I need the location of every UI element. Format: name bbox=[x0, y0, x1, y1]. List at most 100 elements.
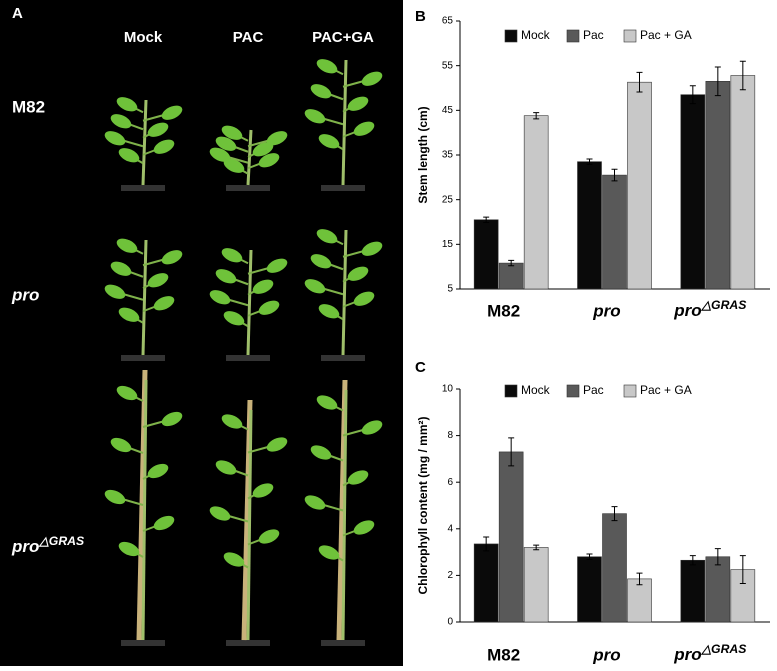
leaf bbox=[153, 515, 175, 531]
x-tick-label: pro bbox=[592, 645, 620, 664]
pot bbox=[321, 355, 365, 361]
leaf bbox=[110, 261, 132, 276]
bar bbox=[627, 81, 652, 290]
panel-label: C bbox=[415, 359, 426, 376]
leaf bbox=[316, 59, 338, 74]
leaf bbox=[347, 96, 369, 111]
bar bbox=[523, 547, 549, 623]
error-bar bbox=[483, 216, 490, 223]
leaf bbox=[347, 470, 369, 485]
legend-swatch bbox=[566, 384, 580, 398]
legend-label: Pac bbox=[583, 28, 604, 42]
leaf bbox=[161, 250, 183, 265]
error-bar bbox=[611, 168, 618, 182]
leaf bbox=[153, 139, 175, 154]
y-tick-label: 35 bbox=[442, 150, 454, 161]
bar bbox=[680, 94, 706, 290]
error-bar bbox=[689, 85, 696, 105]
leaf bbox=[161, 105, 183, 120]
leaf bbox=[161, 411, 183, 427]
leaf bbox=[318, 304, 340, 319]
leaf bbox=[258, 153, 280, 168]
bar bbox=[680, 559, 706, 623]
pot bbox=[226, 640, 270, 646]
column-header: Mock bbox=[124, 29, 163, 46]
error-bar bbox=[533, 544, 540, 551]
y-tick-label: 2 bbox=[447, 570, 453, 581]
error-bar bbox=[636, 572, 643, 586]
leaf bbox=[104, 284, 126, 299]
error-bar bbox=[533, 112, 540, 120]
leaf bbox=[118, 148, 140, 163]
bar bbox=[577, 161, 602, 290]
stem bbox=[246, 249, 253, 356]
stake bbox=[241, 399, 253, 641]
y-tick-label: 8 bbox=[447, 430, 453, 441]
bar bbox=[498, 451, 524, 623]
leaf bbox=[304, 109, 326, 124]
row-label: pro bbox=[11, 285, 39, 304]
leaf bbox=[304, 495, 326, 510]
x-tick-label: pro bbox=[592, 301, 620, 320]
bar bbox=[602, 513, 627, 623]
bar bbox=[705, 556, 731, 623]
pot bbox=[121, 355, 165, 361]
leaf bbox=[110, 114, 132, 129]
bar bbox=[705, 81, 731, 290]
bar bbox=[602, 174, 627, 290]
error-bar bbox=[636, 71, 643, 93]
y-tick-label: 15 bbox=[442, 239, 454, 250]
leaf bbox=[361, 420, 383, 435]
leaf bbox=[116, 238, 138, 253]
legend-label: Pac + GA bbox=[640, 28, 692, 42]
bar bbox=[498, 262, 524, 290]
x-tick-label: pro△GRAS bbox=[673, 298, 747, 320]
y-tick-label: 45 bbox=[442, 105, 454, 116]
y-tick-label: 25 bbox=[442, 194, 454, 205]
error-bar bbox=[739, 60, 746, 91]
legend-label: Pac bbox=[583, 383, 604, 397]
y-tick-label: 4 bbox=[447, 523, 453, 534]
leaf bbox=[347, 266, 369, 281]
leaf bbox=[221, 248, 243, 263]
pot bbox=[226, 185, 270, 191]
pot bbox=[121, 640, 165, 646]
leaf bbox=[215, 460, 237, 475]
leaf bbox=[316, 229, 338, 244]
x-tick-label: pro△GRAS bbox=[673, 642, 747, 664]
leaf bbox=[266, 131, 288, 146]
error-bar bbox=[586, 158, 593, 165]
bar bbox=[730, 75, 756, 290]
panel-label: B bbox=[415, 8, 426, 25]
leaf bbox=[221, 125, 243, 140]
y-tick-label: 5 bbox=[447, 284, 453, 295]
leaf bbox=[316, 395, 338, 410]
x-tick-label: M82 bbox=[487, 645, 520, 664]
error-bar bbox=[508, 259, 515, 267]
leaf bbox=[252, 483, 274, 498]
pot bbox=[121, 185, 165, 191]
bar bbox=[473, 543, 499, 623]
leaf bbox=[215, 136, 237, 151]
leaf bbox=[221, 414, 243, 429]
y-tick-label: 0 bbox=[447, 617, 453, 628]
leaf bbox=[104, 489, 126, 505]
leaf bbox=[116, 385, 138, 401]
stem bbox=[141, 99, 148, 186]
y-tick-label: 6 bbox=[447, 477, 453, 488]
leaf bbox=[318, 134, 340, 149]
column-header: PAC bbox=[233, 29, 264, 46]
legend-swatch bbox=[504, 29, 518, 43]
leaf bbox=[353, 291, 375, 306]
pot bbox=[321, 640, 365, 646]
panel-label: A bbox=[12, 5, 23, 22]
y-axis-label: Stem length (cm) bbox=[416, 106, 430, 203]
bar bbox=[473, 219, 499, 290]
stem bbox=[246, 409, 253, 641]
leaf bbox=[258, 529, 280, 544]
error-bar bbox=[508, 437, 515, 467]
error-bar bbox=[611, 506, 618, 522]
leaf bbox=[215, 269, 237, 284]
stem bbox=[341, 59, 348, 186]
leaf bbox=[310, 254, 332, 269]
